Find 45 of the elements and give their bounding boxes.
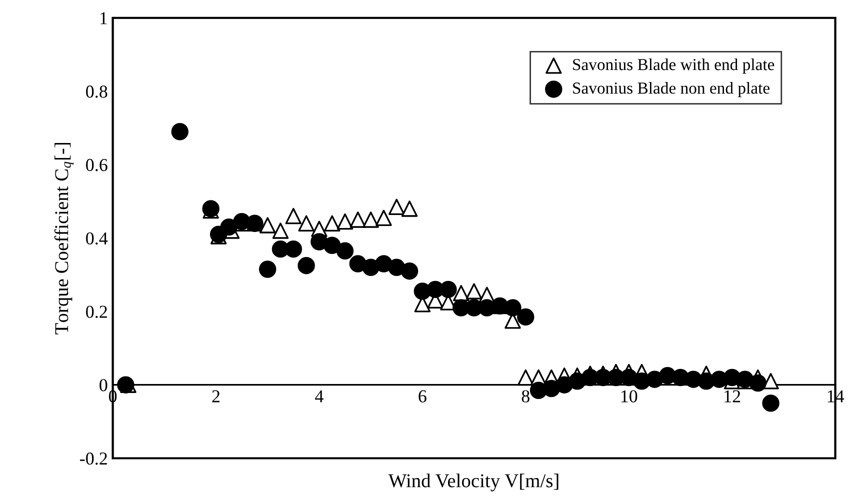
y-tick-label: 0.2 <box>86 306 107 318</box>
legend-label: Savonius Blade with end plate <box>573 58 774 74</box>
point <box>466 283 482 300</box>
point <box>401 200 418 217</box>
point <box>762 394 780 412</box>
point <box>504 299 522 316</box>
point <box>272 222 289 239</box>
point <box>350 212 366 228</box>
point <box>117 376 134 394</box>
point <box>518 369 534 386</box>
point <box>324 215 340 232</box>
y-axis-title: Torque Coefficient C$_{q}$[-] <box>54 143 74 334</box>
y-tick-label: 0 <box>100 379 108 392</box>
point <box>336 213 354 230</box>
x-tick-label: 8 <box>522 390 530 402</box>
point <box>298 256 315 274</box>
x-axis-title: Wind Velocity V[m/s] <box>388 474 558 492</box>
x-tick-label: 12 <box>724 390 740 402</box>
point <box>259 217 276 234</box>
legend-label: Savonius Blade non end plate <box>573 82 770 98</box>
y-tick-label: 1 <box>100 12 107 24</box>
point <box>749 374 766 392</box>
y-tick-label: 0.6 <box>86 158 108 172</box>
x-tick-label: 6 <box>418 390 426 402</box>
point <box>336 242 354 260</box>
y-tick-label: 0.4 <box>86 232 108 245</box>
point <box>362 212 379 228</box>
point <box>517 308 534 326</box>
y-tick-label: 0.8 <box>86 86 108 98</box>
point <box>440 280 457 298</box>
x-tick-label: 10 <box>621 390 638 402</box>
point <box>285 208 302 224</box>
y-tick-label: -0.2 <box>80 452 107 465</box>
point <box>324 236 341 254</box>
point <box>400 262 418 280</box>
point <box>258 260 276 278</box>
point <box>388 198 405 215</box>
point <box>298 215 314 232</box>
point <box>762 373 779 390</box>
point <box>284 240 302 258</box>
point <box>376 210 392 226</box>
point <box>220 218 238 236</box>
x-tick-label: 4 <box>315 390 324 402</box>
x-tick-label: 2 <box>212 390 220 402</box>
point <box>171 123 188 140</box>
